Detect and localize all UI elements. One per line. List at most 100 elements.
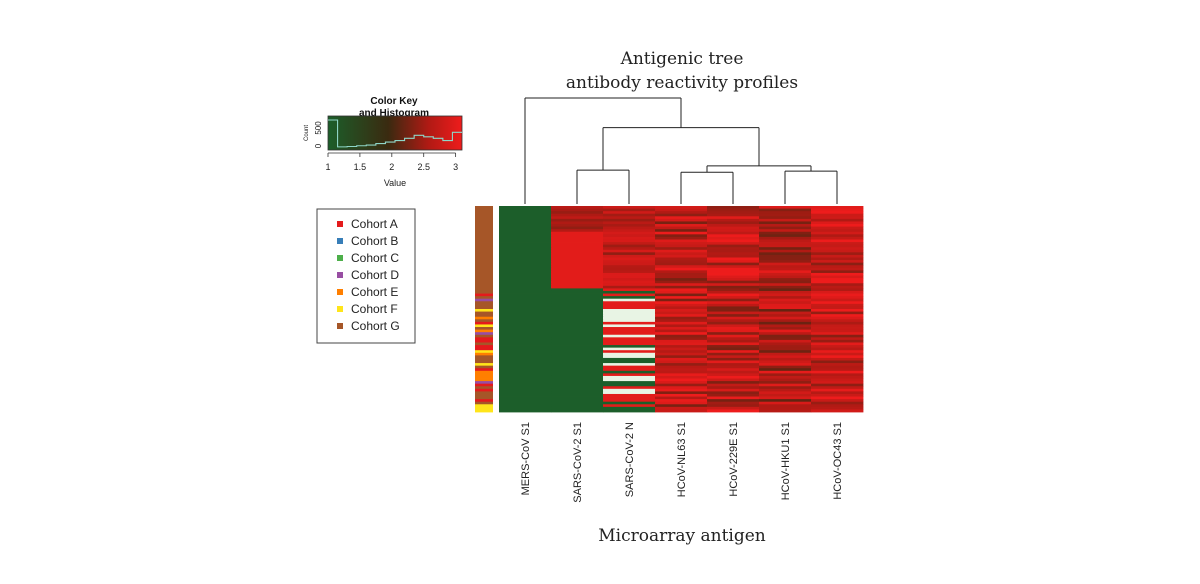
legend-swatch	[337, 221, 343, 227]
heatmap-cell	[811, 381, 864, 385]
heatmap-cell	[499, 345, 552, 349]
heatmap-cell	[655, 262, 708, 266]
heatmap-cell	[603, 399, 656, 403]
heatmap-cell	[707, 406, 760, 410]
heatmap-cell	[603, 270, 656, 274]
heatmap-cell	[499, 244, 552, 248]
heatmap-cell	[551, 319, 604, 323]
heatmap-cell	[759, 319, 812, 323]
row-side-color	[475, 242, 493, 246]
heatmap-cell	[655, 298, 708, 302]
heatmap-cell	[707, 396, 760, 400]
heatmap-cell	[499, 260, 552, 264]
heatmap-cell	[759, 280, 812, 284]
heatmap-cell	[759, 347, 812, 351]
heatmap-cell	[811, 342, 864, 346]
row-side-color	[475, 345, 493, 349]
heatmap-cell	[603, 352, 656, 356]
color-key-x-axis: 1 1.5 2 2.5 3	[325, 152, 458, 172]
heatmap-cell	[603, 370, 656, 374]
heatmap-cell	[811, 226, 864, 230]
heatmap-cell	[551, 242, 604, 246]
heatmap-cell	[499, 208, 552, 212]
legend-label: Cohort F	[351, 302, 398, 316]
heatmap-cell	[707, 339, 760, 343]
heatmap-cell	[655, 303, 708, 307]
heatmap-cell	[707, 345, 760, 349]
row-side-color	[475, 401, 493, 405]
row-side-color	[475, 378, 493, 382]
heatmap-cell	[551, 381, 604, 385]
heatmap-cell	[707, 334, 760, 338]
heatmap-cell	[811, 206, 864, 209]
heatmap-cell	[707, 352, 760, 356]
heatmap-cell	[551, 396, 604, 400]
heatmap-cell	[655, 247, 708, 251]
column-label: SARS-CoV-2 N	[624, 422, 636, 497]
heatmap-cell	[759, 234, 812, 238]
heatmap-cell	[811, 337, 864, 341]
heatmap-cell	[499, 337, 552, 341]
heatmap-cell	[707, 260, 760, 264]
heatmap-cell	[655, 363, 708, 367]
heatmap-cell	[603, 383, 656, 387]
heatmap-cell	[707, 224, 760, 227]
heatmap-cell	[603, 301, 656, 305]
heatmap-cell	[655, 221, 708, 225]
heatmap-cell	[655, 283, 708, 287]
heatmap-cell	[603, 332, 656, 336]
heatmap-cell	[551, 399, 604, 403]
heatmap-cell	[603, 334, 656, 338]
heatmap-cell	[655, 296, 708, 300]
heatmap-cell	[551, 401, 604, 405]
heatmap-cell	[759, 224, 812, 227]
heatmap-cell	[551, 393, 604, 397]
heatmap-cell	[655, 244, 708, 248]
heatmap-cell	[551, 208, 604, 212]
row-side-color	[475, 280, 493, 284]
heatmap-cell	[811, 280, 864, 284]
heatmap-cell	[551, 391, 604, 395]
row-side-color	[475, 406, 493, 410]
heatmap-cell	[499, 327, 552, 330]
heatmap-cell	[811, 391, 864, 395]
color-key-xtick-label: 2.5	[417, 162, 430, 172]
heatmap-cell	[655, 365, 708, 369]
heatmap-cell	[811, 311, 864, 315]
heatmap-cell	[655, 355, 708, 359]
heatmap-cell	[499, 332, 552, 336]
heatmap-cell	[655, 224, 708, 227]
legend-label: Cohort G	[351, 319, 400, 333]
heatmap-cell	[499, 224, 552, 227]
heatmap-cell	[707, 309, 760, 312]
heatmap-cell	[655, 293, 708, 297]
heatmap-cell	[707, 386, 760, 390]
heatmap-cell	[811, 373, 864, 377]
heatmap-cell	[811, 316, 864, 320]
heatmap-cell	[499, 231, 552, 235]
heatmap-cell	[655, 373, 708, 377]
heatmap-cell	[551, 406, 604, 410]
row-side-color	[475, 221, 493, 225]
heatmap-cell	[811, 301, 864, 305]
heatmap-cell	[551, 306, 604, 310]
heatmap-cell	[811, 378, 864, 382]
heatmap-cell	[603, 249, 656, 253]
heatmap-cell	[759, 301, 812, 305]
heatmap-cell	[759, 337, 812, 341]
heatmap-cell	[811, 285, 864, 289]
heatmap-cell	[707, 391, 760, 395]
heatmap-cell	[811, 347, 864, 351]
heatmap-cell	[499, 339, 552, 343]
column-label: MERS-CoV S1	[520, 422, 532, 495]
heatmap-cell	[811, 247, 864, 251]
heatmap-cell	[551, 239, 604, 243]
color-key-subtitle: and Histogram	[359, 108, 429, 119]
heatmap-cell	[499, 247, 552, 251]
heatmap-cell	[499, 290, 552, 294]
heatmap-cell	[707, 327, 760, 330]
heatmap-cell	[499, 229, 552, 233]
heatmap-cell	[603, 226, 656, 230]
heatmap-cell	[759, 231, 812, 235]
